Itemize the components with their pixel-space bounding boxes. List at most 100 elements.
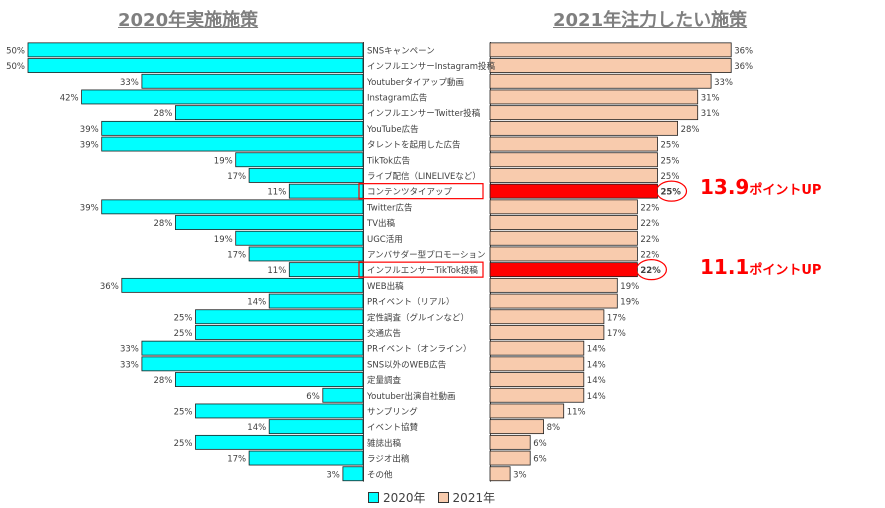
value-label-2021: 19%: [620, 282, 639, 292]
value-label-2021: 25%: [661, 141, 680, 151]
bar-2020: [195, 325, 364, 340]
value-label-2020: 33%: [120, 78, 139, 88]
value-label-2021: 6%: [533, 439, 547, 449]
bar-2021: [489, 277, 618, 293]
callout-number: 11.1: [700, 255, 750, 279]
bar-2020: [195, 309, 364, 325]
bar-2020: [81, 89, 364, 105]
bar-2021: [489, 466, 511, 482]
bar-2020: [141, 73, 364, 89]
value-label-2020: 19%: [214, 235, 233, 245]
category-label: WEB出稿: [367, 281, 404, 292]
value-label-2020: 17%: [227, 172, 246, 182]
value-label-2020: 25%: [174, 313, 193, 323]
bar-2021: [489, 42, 732, 58]
legend-swatch-2021: [437, 492, 449, 503]
category-label: イベント協賛: [367, 422, 419, 433]
value-label-2021: 17%: [607, 313, 626, 323]
bar-2020: [27, 42, 364, 58]
bar-2021: [489, 89, 699, 105]
callout-number: 13.9: [700, 175, 750, 199]
value-label-2020: 42%: [60, 93, 79, 103]
category-label: TV出稿: [366, 218, 396, 229]
category-label: インフルエンサーTwitter投稿: [367, 108, 481, 119]
title-2020: 2020年実施施策: [118, 10, 259, 31]
value-label-2020: 17%: [227, 455, 246, 465]
category-label: その他: [367, 469, 393, 480]
value-label-2021: 19%: [620, 298, 639, 308]
bar-2020: [248, 246, 364, 262]
bar-2020: [121, 277, 364, 293]
bar-2021: [489, 58, 732, 73]
value-label-2020: 39%: [80, 203, 99, 213]
legend-label-2021: 2021年: [452, 491, 496, 505]
callout-content-tieup: 13.9ポイントUP: [700, 175, 821, 199]
legend: 2020年 2021年: [368, 489, 495, 506]
value-label-2021: 28%: [681, 125, 700, 135]
bar-2021: [489, 262, 638, 278]
bar-2020: [268, 293, 364, 309]
bar-2021: [489, 403, 565, 419]
highlight-box: [358, 261, 484, 278]
category-label: Twitter広告: [366, 202, 413, 213]
value-label-2021: 11%: [567, 407, 586, 417]
value-label-2021: 14%: [587, 376, 606, 386]
bar-2020: [27, 58, 364, 73]
bar-2021: [489, 356, 585, 372]
value-label-2020: 3%: [326, 470, 340, 480]
value-label-2020: 28%: [153, 376, 172, 386]
value-label-2021: 25%: [661, 188, 682, 198]
category-label: PRイベント（リアル）: [367, 297, 454, 308]
value-label-2021: 22%: [640, 219, 659, 229]
category-label: 交通広告: [367, 328, 401, 339]
bar-2020: [235, 152, 364, 168]
bar-2021: [489, 419, 544, 435]
value-label-2020: 6%: [306, 392, 320, 402]
bar-2021: [489, 246, 638, 262]
value-label-2020: 11%: [267, 266, 286, 276]
category-label: SNSキャンペーン: [367, 46, 435, 56]
legend-swatch-2020: [368, 492, 379, 503]
bar-2021: [489, 199, 638, 215]
category-label: アンバサダー型プロモーション: [367, 249, 486, 260]
value-label-2021: 36%: [734, 62, 753, 72]
bar-2020: [195, 434, 364, 450]
value-label-2021: 33%: [714, 78, 733, 88]
value-label-2021: 14%: [587, 360, 606, 370]
value-label-2020: 28%: [153, 219, 172, 229]
value-label-2021: 22%: [640, 203, 659, 213]
bar-2020: [141, 340, 364, 356]
category-label: コンテンツタイアップ: [367, 188, 453, 198]
category-label: インフルエンサーTikTok投稿: [367, 265, 478, 276]
category-label: ラジオ出稿: [367, 454, 410, 465]
category-label: インフルエンサーInstagram投稿: [367, 61, 495, 72]
category-label: サンプリング: [367, 406, 418, 417]
category-label: YouTube広告: [366, 124, 419, 135]
value-label-2021: 25%: [661, 156, 680, 166]
value-label-2021: 14%: [587, 345, 606, 355]
value-label-2020: 25%: [174, 439, 193, 449]
bar-2021: [489, 183, 658, 199]
value-label-2020: 11%: [267, 188, 286, 198]
bar-2021: [489, 215, 638, 230]
bar-2021: [489, 105, 699, 121]
legend-label-2020: 2020年: [383, 491, 426, 505]
bar-2020: [288, 262, 364, 278]
value-label-2020: 17%: [227, 250, 246, 260]
value-label-2020: 14%: [247, 298, 266, 308]
bar-2020: [174, 372, 364, 387]
value-label-2021: 8%: [547, 423, 561, 433]
value-label-2020: 25%: [174, 329, 193, 339]
bar-2021: [489, 325, 605, 340]
category-label: Youtuber出演自社動画: [366, 391, 456, 402]
bar-2020: [322, 387, 364, 403]
category-label: ライブ配信（LINELIVEなど）: [367, 171, 481, 182]
bar-2021: [489, 230, 638, 246]
bar-2021: [489, 120, 679, 136]
value-label-2020: 50%: [6, 46, 25, 56]
category-label: 雑誌出稿: [367, 438, 402, 449]
value-label-2020: 33%: [120, 360, 139, 370]
bar-2020: [101, 199, 364, 215]
highlight-circle: [635, 259, 668, 281]
